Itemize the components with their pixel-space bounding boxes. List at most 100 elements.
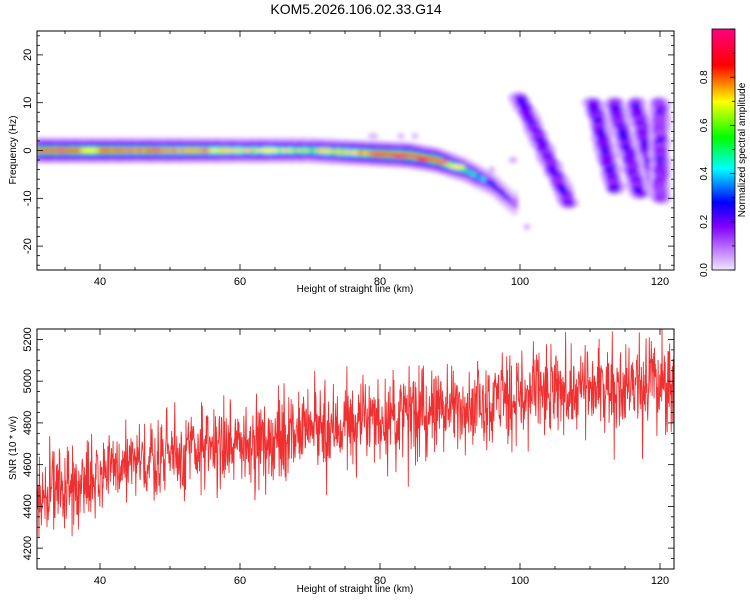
trace-peak (53, 148, 70, 153)
y-tick-label: -20 (22, 238, 34, 254)
spectrogram-field (37, 91, 672, 230)
trace-cell (435, 158, 440, 163)
trace-cell (473, 173, 477, 178)
trace-cell (463, 168, 468, 173)
noise-spot (367, 133, 379, 140)
noise-spot (508, 157, 518, 164)
colorbar-tick-label: 0.4 (699, 166, 710, 180)
trace-cell (303, 148, 307, 153)
stripe-core (656, 137, 664, 143)
snr-series-line (37, 329, 674, 539)
y-tick-label: 5000 (22, 369, 34, 393)
trace-cell (353, 150, 358, 155)
trace-peak (416, 156, 435, 162)
spectrogram-panel: 40 60 80 100 120 -20 -10 0 10 20 Height of straig… (8, 30, 675, 295)
trace-cell (41, 148, 46, 153)
trace-cell (117, 148, 121, 153)
x-tick-label: 60 (234, 575, 246, 587)
trace-cell (180, 148, 184, 153)
y-tick-label: 4200 (22, 536, 34, 560)
trace-peak (436, 159, 450, 165)
trace-cell (413, 154, 417, 159)
colorbar: 0.0 0.2 0.4 0.6 0.8 Normalized spectral ampl… (699, 28, 748, 277)
snr-frame (36, 328, 675, 570)
trace-cell (476, 174, 480, 179)
trace-cell (284, 148, 288, 153)
trace-cell (51, 148, 55, 153)
trace-cell (347, 150, 351, 155)
trace-cell (416, 155, 421, 159)
x-tick-label: 40 (94, 575, 106, 587)
stripe-blob (607, 184, 621, 193)
snr-ticks: 40 60 80 100 120 4200 4400 4600 4800 5000 5200 (22, 327, 674, 587)
snr-panel: 40 60 80 100 120 4200 4400 4600 4800 5000 5200 Hei… (8, 327, 675, 595)
spectrogram-y-label: Frequency (Hz) (8, 116, 19, 185)
trace-cell (498, 189, 503, 194)
trace-cell (331, 149, 336, 154)
trace-cell (366, 151, 370, 156)
trace-cell (511, 200, 515, 205)
colorbar-tick-label: 0.6 (699, 118, 710, 132)
x-tick-label: 100 (511, 276, 529, 288)
x-tick-label: 40 (94, 276, 106, 288)
noise-spot (523, 223, 531, 230)
trace-cell (208, 148, 213, 153)
trace-cell (233, 148, 238, 153)
trace-cell (123, 148, 128, 153)
trace-cell (344, 150, 348, 155)
stripe-core (621, 136, 628, 142)
trace-cell (290, 148, 295, 153)
trace-cell (98, 148, 102, 153)
colorbar-tick-label: 0.8 (699, 70, 710, 84)
trace-cell (306, 148, 310, 153)
trace-cell (432, 157, 436, 162)
y-tick-label: 4600 (22, 452, 34, 476)
trace-cell (252, 148, 257, 153)
stripe-core (606, 167, 614, 173)
colorbar-ticks: 0.0 0.2 0.4 0.6 0.8 (699, 28, 735, 277)
x-tick-label: 120 (651, 276, 669, 288)
trace-cell (246, 148, 251, 153)
snr-marks (37, 329, 674, 539)
trace-cell (104, 148, 109, 153)
trace-cell (161, 148, 165, 153)
stripe-core (623, 144, 630, 149)
y-tick-label: 10 (22, 97, 34, 109)
trace-cell (281, 148, 285, 153)
trace-cell (356, 150, 361, 155)
trace-cell (237, 148, 241, 153)
colorbar-scale (711, 28, 736, 271)
stripe-core (618, 127, 626, 133)
stripe-core (634, 187, 642, 193)
trace-cell (350, 150, 354, 155)
stripe-core (632, 103, 640, 108)
trace-cell (211, 148, 216, 153)
y-tick-label: 0 (22, 147, 34, 153)
stripe-core (598, 132, 605, 138)
trace-cell (164, 148, 169, 153)
trace-cell (48, 148, 52, 153)
snr-y-label: SNR (10 * v/v) (8, 416, 19, 480)
trace-cell (136, 148, 140, 153)
trace-cell (255, 148, 260, 153)
trace-cell (501, 192, 506, 197)
y-tick-label: -10 (22, 190, 34, 206)
colorbar-tick-label: 0.2 (699, 214, 710, 228)
figure-title: KOM5.2026.106.02.33.G14 (270, 1, 441, 17)
trace-cell (293, 148, 298, 153)
stripe-core (641, 139, 649, 145)
trace-cell (489, 181, 493, 186)
spectrogram-ticks: 40 60 80 100 120 -20 -10 0 10 20 (22, 31, 674, 288)
trace-cell (126, 148, 131, 153)
trace-cell (243, 148, 247, 153)
trace-cell (174, 148, 178, 153)
stripe-blob (653, 194, 667, 203)
trace-cell (492, 183, 496, 188)
trace-cell (410, 154, 414, 158)
trace-cell (101, 148, 106, 153)
trace-cell (514, 201, 518, 205)
trace-cell (300, 148, 304, 153)
trace-cell (479, 176, 484, 181)
